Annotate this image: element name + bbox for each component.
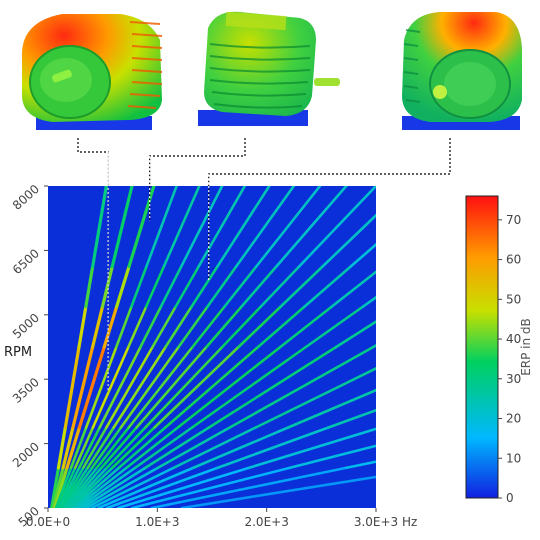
order-line-5: [56, 186, 201, 508]
order-line-19: [90, 367, 376, 508]
order-line-1: [50, 186, 108, 508]
order-line-22: [116, 427, 376, 508]
order-line-20: [97, 388, 376, 508]
colorbar-tick-label: 60: [506, 253, 521, 267]
order-line-12: [67, 186, 376, 508]
y-tick-label: 8000: [10, 182, 42, 213]
colorbar-tick-label: 50: [506, 292, 521, 306]
colorbar-tick-label: 70: [506, 213, 521, 227]
order-line-6: [57, 186, 224, 508]
y-axis-label: RPM: [4, 345, 32, 360]
colorbar-label: ERP in dB: [519, 318, 533, 376]
motor-front-view: [21, 14, 163, 130]
motor-side-view: [198, 11, 340, 126]
order-line-14: [71, 242, 376, 508]
order-line-8: [60, 186, 271, 508]
order-line-16: [77, 295, 376, 508]
x-axis-unit: Hz: [402, 515, 417, 529]
order-line-9: [62, 186, 296, 508]
leader-rear-view: [208, 138, 451, 281]
colorbar-tick-label: 20: [506, 412, 521, 426]
order-line-13: [69, 213, 376, 508]
order-line-23: [130, 444, 376, 508]
order-line-3: [53, 186, 156, 508]
y-tick-label: 6500: [10, 246, 42, 277]
order-line-7: [58, 186, 247, 508]
colorbar-scale: [465, 195, 499, 499]
y-tick-label: 2000: [10, 439, 42, 470]
motor-rear-view: [402, 12, 522, 130]
order-line-2: [51, 186, 134, 508]
colorbar: 0 10 20 30 40 50 60 70 ERP in dB: [465, 195, 533, 505]
order-line-18: [84, 343, 376, 508]
plot-area: [48, 186, 376, 508]
colorbar-tick-label: 40: [506, 332, 521, 346]
order-line-10: [63, 186, 322, 508]
order-line-15: [74, 270, 376, 508]
colorbar-tick-label: 10: [506, 451, 521, 465]
colorbar-tick-label: 0: [506, 491, 514, 505]
order-line-25: [180, 475, 376, 508]
order-line-21: [105, 408, 376, 508]
x-tick-label: 3.0E+3: [354, 515, 398, 529]
x-tick-label: 2.0E+3: [244, 515, 288, 529]
order-line-24: [150, 460, 376, 508]
colorbar-tick-label: 30: [506, 372, 521, 386]
order-line-4: [54, 186, 178, 508]
x-tick-label: 1.0E+3: [135, 515, 179, 529]
x-tick-label: 0.0E+0: [26, 515, 70, 529]
order-line-17: [80, 320, 376, 508]
order-line-11: [65, 186, 348, 508]
callout-leaders: [77, 138, 451, 393]
y-tick-label: 3500: [10, 375, 42, 406]
y-tick-label: 5000: [10, 311, 42, 342]
